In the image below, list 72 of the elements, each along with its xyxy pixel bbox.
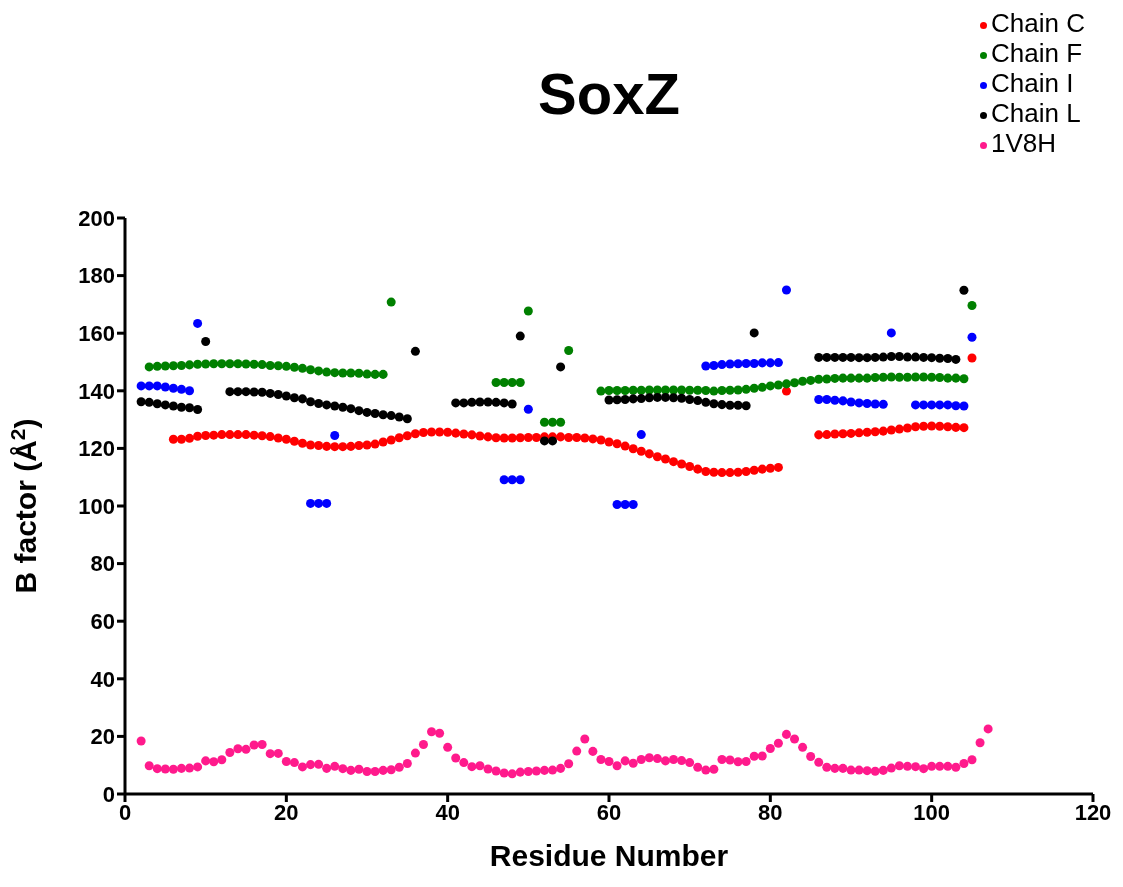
- point: [306, 498, 316, 508]
- x-tick-label: 0: [118, 799, 132, 825]
- y-tick-label: 80: [90, 551, 115, 577]
- point: [322, 498, 332, 508]
- x-tick-label: 100: [913, 799, 951, 825]
- x-tick-label: 80: [758, 799, 783, 825]
- point: [725, 359, 735, 369]
- point: [620, 500, 630, 510]
- point: [951, 401, 961, 411]
- point: [515, 475, 525, 485]
- y-tick-label: 160: [78, 321, 115, 347]
- y-tick-label: 180: [78, 263, 115, 289]
- legend-label: Chain C: [991, 8, 1085, 38]
- point: [822, 394, 832, 404]
- y-tick-label: 0: [102, 781, 115, 807]
- legend-label: Chain I: [991, 68, 1074, 98]
- point: [757, 358, 767, 368]
- point: [314, 498, 324, 508]
- point: [733, 359, 743, 369]
- point: [749, 358, 759, 368]
- point: [927, 400, 937, 410]
- point: [176, 384, 186, 394]
- chart-title: SoxZ: [538, 61, 680, 126]
- point: [168, 383, 178, 393]
- point: [935, 400, 945, 410]
- point: [160, 382, 170, 392]
- point: [507, 475, 517, 485]
- point: [943, 400, 953, 410]
- y-tick-label: 60: [90, 609, 115, 635]
- point: [628, 500, 638, 510]
- x-axis-title: Residue Number: [489, 839, 729, 872]
- point: [838, 396, 848, 406]
- point: [152, 381, 162, 391]
- point: [636, 430, 646, 440]
- point: [499, 475, 509, 485]
- legend-label: Chain L: [991, 98, 1081, 128]
- point: [967, 332, 977, 342]
- point: [814, 394, 824, 404]
- y-tick-label: 100: [78, 493, 115, 519]
- point: [741, 358, 751, 368]
- point: [846, 397, 856, 407]
- point: [854, 398, 864, 408]
- point: [193, 318, 203, 328]
- y-tick-label: 200: [78, 205, 115, 231]
- point: [185, 386, 195, 396]
- x-tick-label: 120: [1074, 799, 1112, 825]
- point: [781, 285, 791, 295]
- point: [878, 399, 888, 409]
- y-tick-label: 40: [90, 666, 115, 692]
- legend-label: 1V8H: [991, 128, 1057, 158]
- point: [136, 381, 146, 391]
- point: [870, 399, 880, 409]
- point: [773, 358, 783, 368]
- point: [886, 328, 896, 338]
- x-tick-label: 40: [435, 799, 460, 825]
- point: [330, 430, 340, 440]
- point: [701, 361, 711, 371]
- legend-label: Chain F: [991, 38, 1083, 68]
- point: [612, 500, 622, 510]
- y-tick-label: 20: [90, 724, 115, 750]
- x-tick-label: 60: [596, 799, 622, 825]
- point: [144, 381, 154, 391]
- point: [709, 360, 719, 370]
- point: [765, 358, 775, 368]
- x-tick-label: 20: [274, 799, 299, 825]
- point: [830, 395, 840, 405]
- point: [523, 404, 533, 414]
- point: [717, 360, 727, 370]
- point: [862, 398, 872, 408]
- y-tick-label: 120: [78, 436, 115, 462]
- y-tick-label: 140: [78, 378, 115, 404]
- point: [959, 401, 969, 411]
